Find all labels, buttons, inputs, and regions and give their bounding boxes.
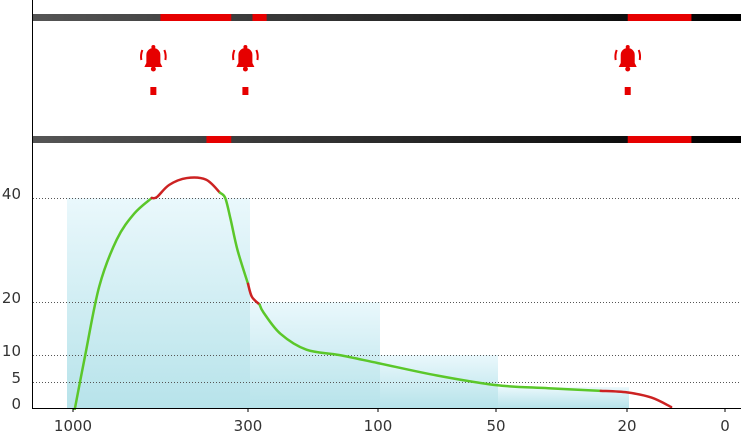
alarm-segment <box>160 14 232 21</box>
x-tick-label: 100 <box>364 417 393 432</box>
alarm-segment <box>206 136 232 143</box>
x-tick-label: 1000 <box>54 417 92 432</box>
y-tick-label: 10 <box>2 342 21 360</box>
curve-segment-ok <box>73 196 153 410</box>
y-tick-label: 20 <box>2 289 21 307</box>
distribution-curve <box>73 176 673 410</box>
alarm-segment <box>252 14 267 21</box>
y-tick-label: 40 <box>2 185 21 203</box>
alarm-bell-icon[interactable] <box>614 45 642 95</box>
timeline-top-track-base <box>33 14 741 21</box>
alarm-segment <box>627 136 692 143</box>
alarm-tick <box>150 87 157 95</box>
alarm-bell-icon[interactable] <box>140 45 167 95</box>
timeline-top-track <box>33 14 741 21</box>
curve-segment-ok <box>258 303 603 393</box>
x-tick-labels: 1000 300 100 50 20 0 <box>54 408 730 432</box>
timeline-bottom-track-base <box>33 136 741 143</box>
curve-segment-alarm <box>150 176 222 200</box>
curve-segment-alarm <box>246 282 261 306</box>
alarm-tick <box>242 87 249 95</box>
curve-segment-ok <box>218 191 250 286</box>
alarm-tick <box>624 87 631 95</box>
y-tick-label: 0 <box>11 395 21 413</box>
x-tick-label: 0 <box>720 417 730 432</box>
y-tick-labels: 40 20 10 5 0 <box>2 185 21 413</box>
timeline-bottom-track <box>33 136 741 143</box>
x-tick-label: 20 <box>617 417 636 432</box>
x-tick-label: 300 <box>234 417 263 432</box>
histogram-bin <box>498 387 629 408</box>
y-tick-label: 5 <box>11 369 21 387</box>
alarm-bell-icon[interactable] <box>232 45 259 95</box>
alarm-segment <box>627 14 692 21</box>
curve-segment-alarm <box>599 389 673 409</box>
x-tick-label: 50 <box>486 417 505 432</box>
alarm-markers <box>140 45 642 95</box>
histogram-bin <box>380 355 498 408</box>
